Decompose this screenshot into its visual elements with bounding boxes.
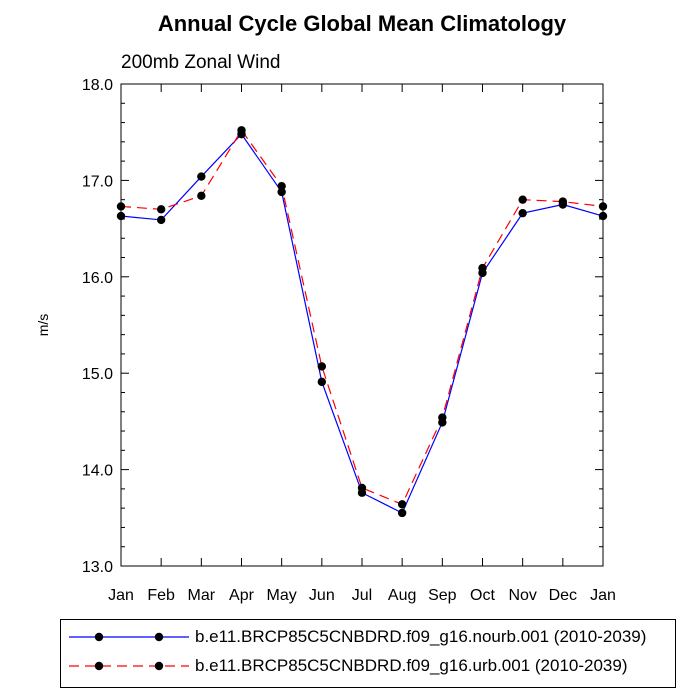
legend-label-nourb: b.e11.BRCP85C5CNBDRD.f09_g16.nourb.001 (… bbox=[195, 627, 647, 646]
x-tick-label: May bbox=[267, 587, 297, 604]
y-tick-label: 18.0 bbox=[82, 77, 113, 94]
x-tick-label: Jul bbox=[352, 587, 372, 604]
data-point-s0-10 bbox=[518, 208, 527, 218]
legend-entry-nourb: b.e11.BRCP85C5CNBDRD.f09_g16.nourb.001 (… bbox=[61, 624, 675, 650]
data-point-s1-0 bbox=[116, 202, 126, 211]
data-point-s0-4 bbox=[277, 187, 286, 197]
y-tick-label: 15.0 bbox=[82, 366, 113, 383]
x-tick-label: Feb bbox=[147, 587, 175, 604]
data-point-s0-12 bbox=[598, 211, 608, 221]
data-point-s1-10 bbox=[518, 195, 527, 204]
data-point-s1-7 bbox=[397, 500, 407, 509]
data-point-s0-5 bbox=[317, 377, 327, 387]
legend-swatch-urb bbox=[69, 661, 189, 671]
y-tick-label: 14.0 bbox=[82, 463, 113, 480]
legend-entry-urb: b.e11.BRCP85C5CNBDRD.f09_g16.urb.001 (20… bbox=[61, 653, 675, 679]
legend: b.e11.BRCP85C5CNBDRD.f09_g16.nourb.001 (… bbox=[60, 619, 676, 688]
data-point-s1-12 bbox=[598, 202, 608, 211]
legend-label-urb: b.e11.BRCP85C5CNBDRD.f09_g16.urb.001 (20… bbox=[195, 656, 628, 675]
data-point-s1-9 bbox=[478, 263, 487, 273]
series-line-0 bbox=[120, 133, 604, 514]
x-tick-label: Aug bbox=[388, 587, 416, 604]
x-tick-label: Jan bbox=[590, 587, 616, 604]
data-point-s0-7 bbox=[397, 508, 407, 518]
data-point-s0-1 bbox=[156, 215, 166, 225]
data-point-s1-5 bbox=[317, 362, 327, 371]
data-point-s1-4 bbox=[277, 181, 286, 191]
series-line-1 bbox=[120, 129, 604, 506]
x-tick-label: Jun bbox=[309, 587, 335, 604]
data-point-s1-1 bbox=[156, 205, 166, 214]
x-tick-label: Apr bbox=[229, 587, 255, 604]
x-tick-label: Mar bbox=[188, 587, 216, 604]
data-point-s1-6 bbox=[357, 483, 367, 493]
y-tick-label: 16.0 bbox=[82, 270, 113, 287]
x-tick-label: Dec bbox=[549, 587, 577, 604]
x-tick-label: Jan bbox=[108, 587, 134, 604]
data-point-s0-2 bbox=[197, 172, 206, 181]
x-tick-label: Sep bbox=[428, 587, 457, 604]
plot-axes: 13.0 14.0 15.0 16.0 17.0 18.0 Jan Feb Mar Apr May J… bbox=[82, 77, 616, 604]
chart-subtitle: 200mb Zonal Wind bbox=[121, 52, 280, 73]
data-point-s1-8 bbox=[438, 413, 447, 422]
chart-title: Annual Cycle Global Mean Climatology bbox=[158, 11, 567, 36]
x-tick-label: Nov bbox=[508, 587, 536, 604]
y-tick-label: 13.0 bbox=[82, 559, 113, 576]
data-point-s1-3 bbox=[237, 126, 246, 135]
x-tick-label: Oct bbox=[470, 587, 495, 604]
chart: Annual Cycle Global Mean Climatology 200… bbox=[35, 11, 616, 604]
data-point-s1-11 bbox=[558, 197, 568, 206]
y-tick-label: 17.0 bbox=[82, 173, 113, 190]
data-point-s0-0 bbox=[116, 211, 126, 221]
legend-swatch-nourb bbox=[69, 632, 189, 642]
y-axis-label: m/s bbox=[35, 314, 51, 337]
series-layer bbox=[116, 126, 608, 518]
data-point-s1-2 bbox=[197, 191, 206, 201]
